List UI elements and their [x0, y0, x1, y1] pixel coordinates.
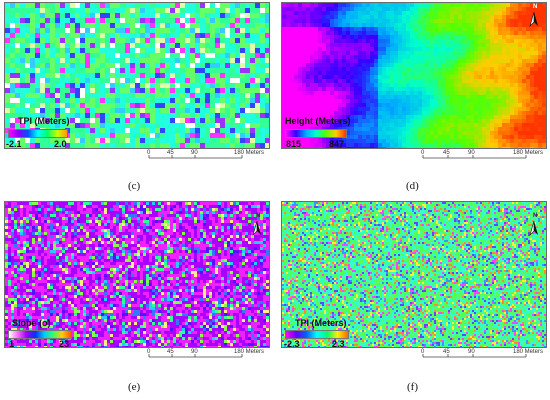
panel-label: (c)	[128, 180, 141, 192]
tpi-map-c	[4, 2, 270, 149]
legend-max: 2.0	[54, 139, 67, 149]
tpi-map-f	[281, 201, 547, 348]
panel-label: (d)	[406, 180, 419, 192]
north-arrow-icon	[529, 220, 538, 237]
legend-title: TPI (Meters)	[295, 318, 347, 328]
scale-tick-180: 180 Meters	[513, 349, 544, 355]
scale-bar	[422, 354, 527, 358]
slope-map-e	[4, 201, 270, 348]
scale-tick-90: 90	[468, 349, 475, 355]
scale-bar	[422, 155, 527, 159]
north-label: N	[256, 213, 261, 219]
scale-tick-0: 0	[147, 150, 151, 156]
color-ramp	[285, 129, 347, 138]
legend-max: 2.3	[332, 339, 345, 349]
scale-tick-180: 180 Meters	[513, 150, 544, 156]
color-ramp	[285, 330, 349, 339]
scale-tick-0: 0	[421, 150, 425, 156]
scale-tick-0: 0	[147, 349, 151, 355]
legend-min: -2.1	[6, 139, 22, 149]
scale-tick-45: 45	[443, 150, 450, 156]
legend-min: 815	[286, 139, 302, 149]
legend-max: 847	[329, 139, 345, 149]
color-ramp	[8, 129, 68, 138]
height-map-d	[281, 2, 547, 149]
panel-label: (e)	[128, 381, 141, 393]
scale-tick-45: 45	[443, 349, 450, 355]
color-ramp	[8, 330, 72, 339]
scale-tick-45: 45	[167, 349, 174, 355]
scale-bar	[148, 354, 243, 358]
panel-f: N TPI (Meters) -2.3 2.3 0 45 90 180 Mete…	[281, 201, 549, 398]
legend-title: Height (Meters)	[285, 116, 351, 126]
legend-title: Slope (o)	[12, 318, 51, 328]
north-label: N	[533, 4, 538, 10]
north-arrow-icon	[252, 220, 261, 237]
panel-d: N Height (Meters) 815 847 0 45 90 180 Me…	[281, 2, 549, 197]
scale-tick-90: 90	[468, 150, 475, 156]
north-label: N	[533, 213, 538, 219]
scale-tick-0: 0	[421, 349, 425, 355]
scale-tick-90: 90	[191, 150, 198, 156]
scale-tick-90: 90	[191, 349, 198, 355]
panel-c: TPI (Meters) -2.1 2.0 0 45 90 180 Meters…	[4, 2, 272, 197]
scale-tick-180: 180 Meters	[234, 349, 265, 355]
scale-tick-180: 180 Meters	[234, 150, 265, 156]
legend-title: TPI (Meters)	[18, 116, 70, 126]
scale-tick-45: 45	[167, 150, 174, 156]
north-arrow-icon	[529, 11, 538, 28]
legend-min: 1	[9, 339, 15, 349]
legend-max: 23	[59, 339, 70, 349]
panel-e: N Slope (o) 1 23 0 45 90 180 Meters (e)	[4, 201, 272, 398]
legend-min: -2.3	[284, 339, 300, 349]
scale-bar	[148, 155, 243, 159]
panel-label: (f)	[407, 381, 418, 393]
